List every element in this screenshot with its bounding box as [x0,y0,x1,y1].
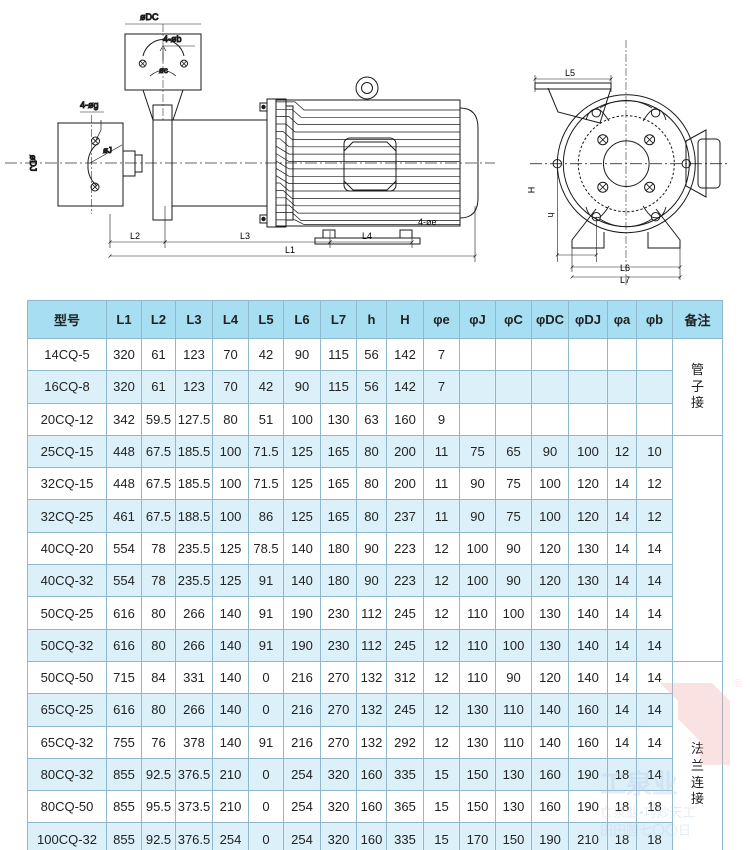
svg-text:øDJ: øDJ [28,155,38,172]
svg-text:L7: L7 [620,275,630,285]
svg-text:®: ® [734,678,742,690]
svg-text:L2: L2 [130,231,140,241]
svg-text:h: h [546,212,556,217]
svg-text:øJ: øJ [103,146,112,155]
svg-text:H: H [526,187,536,194]
svg-text:4-øg: 4-øg [80,100,99,110]
svg-text:L3: L3 [240,231,250,241]
svg-text:L4: L4 [362,231,372,241]
svg-text:L1: L1 [285,245,295,255]
svg-text:L6: L6 [620,263,630,273]
svg-text:L5: L5 [565,68,575,78]
svg-text:4-øe: 4-øe [418,217,437,227]
svg-text:øc: øc [159,66,168,75]
svg-text:4-øb: 4-øb [163,34,182,44]
svg-text:øDC: øDC [140,12,159,22]
